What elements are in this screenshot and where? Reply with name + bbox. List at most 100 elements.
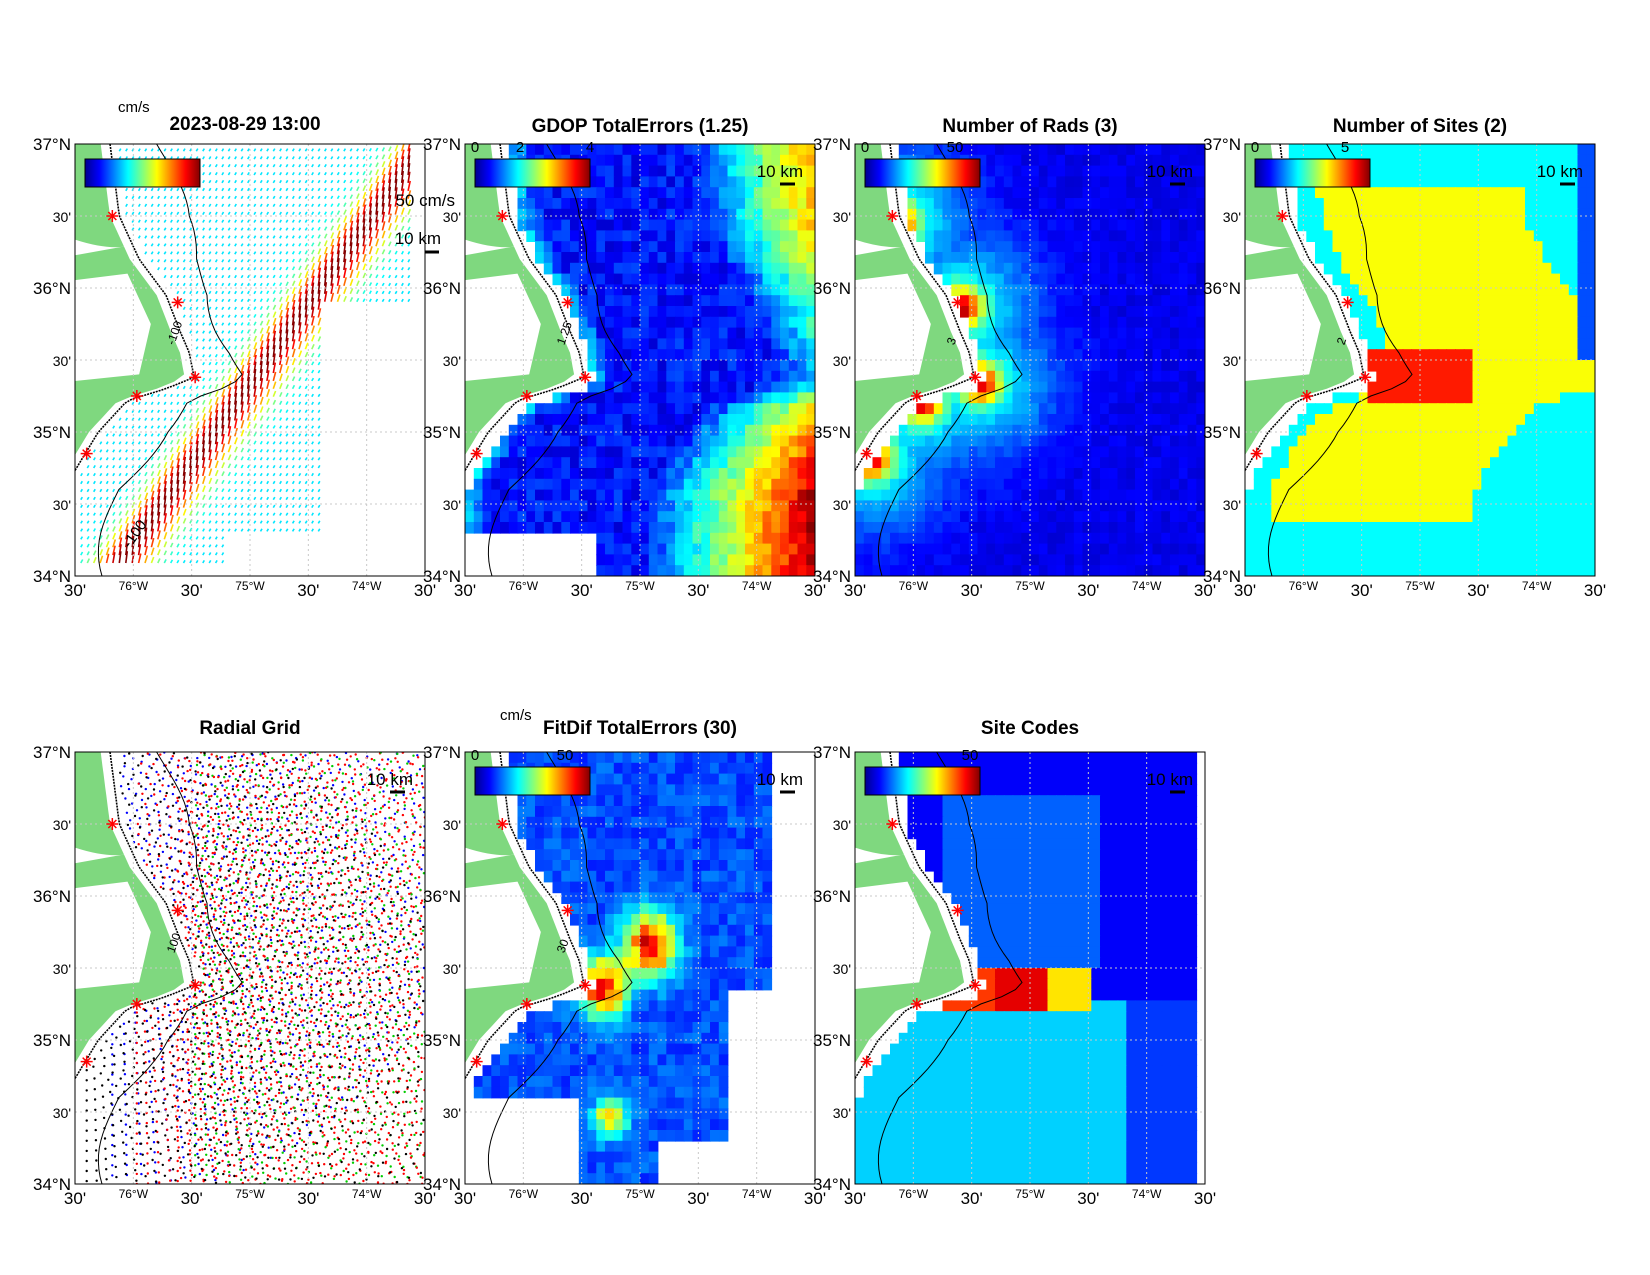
lat-tick-label: 36°N (423, 887, 461, 906)
lon-tick-label: 74°W (1132, 579, 1162, 593)
lon-tick-label: 30' (804, 581, 826, 600)
panel-frame (1244, 143, 1596, 577)
lat-tick-label: 35°N (1203, 423, 1241, 442)
graticule (75, 752, 425, 1184)
colorbar-tick: 50 (557, 747, 574, 764)
contour-label: 100 (164, 931, 184, 955)
panel-nrads: 37°N30'36°N30'35°N30'34°N30' 76°W 30' 75°W 3… (813, 116, 1216, 600)
radar-site-marker (561, 296, 574, 309)
lon-tick-label: 75°W (625, 1187, 655, 1201)
colorbar-tick: 0 (471, 747, 479, 764)
lat-tick-label: 34°N (33, 567, 71, 586)
panel-gdop: 37°N30'36°N30'35°N30'34°N30' 76°W 30' 75°W 3… (423, 116, 826, 600)
lat-tick-label: 35°N (33, 423, 71, 442)
lat-tick-label: 30' (833, 497, 851, 513)
scale-bar: 10 km (1147, 162, 1193, 186)
lat-tick-label: 36°N (1203, 279, 1241, 298)
lon-tick-label: 30' (414, 1189, 436, 1208)
lat-tick-label: 30' (833, 961, 851, 977)
radar-site-marker (561, 904, 574, 917)
panel-frame (464, 143, 816, 577)
radar-site-marker (130, 998, 143, 1010)
lon-tick-label: 30' (181, 581, 203, 600)
radialgrid-title: Radial Grid (199, 718, 300, 739)
pamlico-sound (855, 881, 931, 990)
scale-bar: 10 km (1147, 770, 1193, 794)
lat-tick-label: 34°N (33, 1175, 71, 1194)
lon-tick-label: 30' (1584, 581, 1606, 600)
nrads-raster (855, 144, 1205, 576)
lon-tick-label: 30' (687, 1189, 709, 1208)
lon-tick-label: 30' (1467, 581, 1489, 600)
lat-tick-label: 36°N (33, 279, 71, 298)
lon-tick-label: 74°W (352, 579, 382, 593)
lat-tick-label: 30' (833, 353, 851, 369)
nrads-colorbar: 0 50 (861, 139, 981, 188)
lat-tick-label: 35°N (33, 1031, 71, 1050)
lat-tick-label: 37°N (1203, 135, 1241, 154)
panel-frame (854, 143, 1206, 577)
lat-tick-label: 35°N (423, 423, 461, 442)
lat-tick-label: 30' (443, 209, 461, 225)
pamlico-sound (75, 273, 151, 382)
lon-tick-label: 30' (1351, 581, 1373, 600)
lon-tick-label: 76°W (899, 579, 929, 593)
lon-tick-label: 30' (804, 1189, 826, 1208)
contour-label: 3 (944, 335, 960, 346)
scale-bar-label: 10 km (367, 770, 413, 789)
lon-tick-label: 30' (64, 581, 86, 600)
pamlico-sound (465, 273, 541, 382)
gdop-title: GDOP TotalErrors (1.25) (532, 116, 749, 137)
sitecodes-title: Site Codes (981, 718, 1079, 739)
lat-tick-label: 34°N (423, 1175, 461, 1194)
fitdif-colorbar-unit: cm/s (500, 707, 532, 724)
lon-tick-label: 74°W (742, 1187, 772, 1201)
coastline (75, 144, 195, 472)
currents-colorbar-unit: cm/s (118, 99, 150, 116)
albemarle-sound (1245, 239, 1304, 256)
currents-colorbar (84, 158, 201, 188)
albemarle-sound (75, 847, 134, 864)
panel-nsites: 37°N30'36°N30'35°N30'34°N30' 76°W 30' 75°W 3… (1203, 116, 1606, 600)
lat-tick-label: 34°N (813, 1175, 851, 1194)
graticule (75, 144, 425, 576)
lat-tick-label: 37°N (33, 743, 71, 762)
graticule (855, 144, 1205, 576)
colorbar-tick: 5 (1341, 139, 1349, 156)
colorbar-tick: 2 (516, 139, 524, 156)
pamlico-sound (465, 881, 541, 990)
lat-tick-label: 30' (1223, 497, 1241, 513)
scale-bar-label: 10 km (1147, 770, 1193, 789)
lon-tick-label: 75°W (235, 579, 265, 593)
fitdif-title: FitDif TotalErrors (30) (543, 718, 737, 739)
lon-tick-label: 76°W (1289, 579, 1319, 593)
lon-tick-label: 76°W (899, 1187, 929, 1201)
radar-site-marker (1250, 447, 1263, 460)
graticule (465, 144, 815, 576)
lon-tick-label: 75°W (1015, 579, 1045, 593)
panel-frame (74, 143, 426, 577)
lat-tick-label: 30' (1223, 209, 1241, 225)
lon-tick-label: 30' (844, 581, 866, 600)
nrads-title: Number of Rads (3) (942, 116, 1117, 137)
lon-tick-label: 75°W (1015, 1187, 1045, 1201)
lon-tick-label: 76°W (119, 1187, 149, 1201)
lon-tick-label: 76°W (509, 1187, 539, 1201)
lat-tick-label: 37°N (813, 135, 851, 154)
lat-tick-label: 30' (443, 1105, 461, 1121)
graticule (855, 752, 1205, 1184)
lon-tick-label: 75°W (1405, 579, 1435, 593)
lat-tick-label: 37°N (423, 743, 461, 762)
panel-currents: 37°N30'36°N30'35°N30'34°N30' 76°W 30' 75°W 3… (33, 135, 455, 600)
radar-site-marker (189, 371, 202, 384)
lat-tick-label: 36°N (423, 279, 461, 298)
radar-site-marker (80, 447, 93, 460)
radar-site-marker (860, 1055, 873, 1068)
pamlico-sound (1245, 273, 1321, 382)
coastline (855, 144, 975, 472)
coastline (1245, 144, 1365, 472)
coastline (75, 752, 195, 1080)
contour-label: 30 (554, 937, 572, 955)
coastline (855, 752, 975, 1080)
